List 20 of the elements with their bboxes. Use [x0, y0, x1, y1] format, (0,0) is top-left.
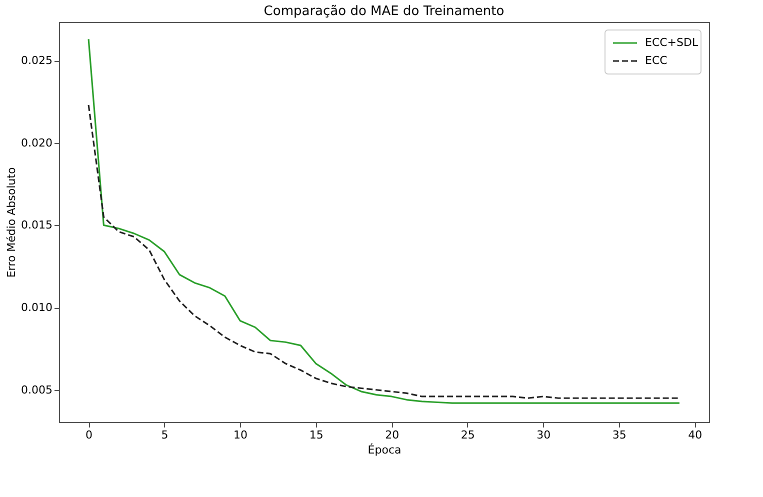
y-tick-label: 0.010	[21, 301, 52, 314]
y-axis-title: Erro Médio Absoluto	[5, 167, 18, 278]
legend-label: ECC	[645, 54, 668, 67]
y-tick-label: 0.020	[21, 136, 52, 150]
y-tick-label: 0.015	[21, 218, 52, 232]
x-tick-label: 25	[460, 428, 475, 442]
x-tick-label: 10	[234, 428, 248, 442]
x-tick-label: 40	[688, 428, 702, 442]
y-tick-label: 0.005	[21, 383, 52, 396]
line-series	[88, 104, 680, 399]
x-tick-label: 20	[385, 428, 400, 442]
x-tick-label: 15	[309, 428, 324, 442]
chart-title: Comparação do MAE do Treinamento	[264, 4, 504, 19]
x-tick-label: 30	[536, 428, 551, 442]
x-tick-label: 5	[161, 428, 168, 442]
legend-label: ECC+SDL	[645, 36, 699, 49]
x-tick-label: 35	[612, 428, 626, 442]
y-tick-label: 0.025	[21, 54, 52, 68]
x-tick-label: 0	[86, 428, 93, 442]
x-axis-title: Época	[368, 442, 402, 456]
